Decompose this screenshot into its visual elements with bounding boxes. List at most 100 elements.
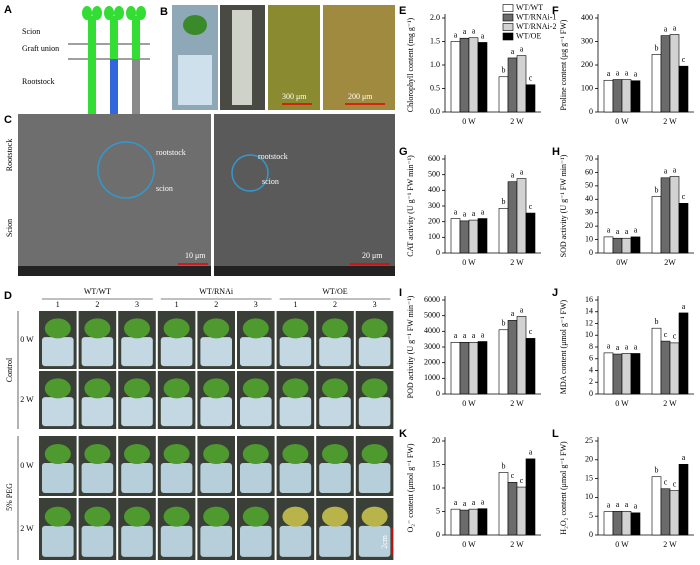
- bar: [678, 203, 689, 254]
- significance-letter: c: [673, 332, 677, 341]
- photo-jar: [121, 525, 153, 557]
- y-tick-label: 0: [436, 389, 440, 398]
- bar: [507, 57, 518, 113]
- bar: [516, 486, 527, 536]
- column-label: 2: [214, 300, 218, 309]
- y-tick-label: 14: [585, 307, 593, 316]
- y-tick-label: 0: [436, 530, 440, 539]
- significance-letter: c: [664, 330, 668, 339]
- y-tick-label: 25: [585, 436, 593, 445]
- plant: [124, 444, 150, 464]
- photo-jar: [81, 525, 114, 557]
- scale-label: 20 μm: [362, 251, 383, 260]
- photo-jar: [81, 397, 114, 427]
- treatment-label: 5% PEG: [5, 483, 14, 511]
- plant: [44, 378, 71, 399]
- y-tick-label: 8: [589, 342, 593, 351]
- significance-letter: c: [520, 476, 524, 485]
- bar: [651, 54, 662, 113]
- photo-jar: [121, 337, 153, 367]
- x-tick-label: 0 W: [462, 258, 476, 267]
- side-label: Scion: [5, 219, 14, 237]
- y-tick-label: 0.5: [430, 83, 440, 92]
- photo-jar: [121, 463, 153, 493]
- photo-jar: [200, 525, 232, 557]
- bar: [525, 84, 536, 113]
- annotation: rootstock: [156, 148, 186, 157]
- x-tick-label: 0 W: [615, 540, 629, 549]
- significance-letter: a: [673, 165, 677, 174]
- group-label: WT/WT: [84, 287, 111, 296]
- photo-jar: [279, 397, 312, 427]
- photo-jar: [160, 525, 193, 557]
- bar: [525, 212, 536, 254]
- x-tick-label: 0 W: [615, 399, 629, 408]
- bar: [630, 236, 641, 254]
- bar: [516, 55, 527, 113]
- y-tick-label: 1.0: [430, 60, 440, 69]
- bar: [507, 320, 518, 395]
- plant: [124, 318, 150, 339]
- x-tick-label: 0 W: [462, 117, 476, 126]
- y-tick-label: 3000: [424, 342, 440, 351]
- significance-letter: a: [634, 502, 638, 511]
- photo-jar: [358, 525, 391, 557]
- y-tick-label: 15: [585, 473, 593, 482]
- photo-jar: [42, 463, 74, 493]
- bar: [450, 341, 461, 395]
- bar: [525, 338, 536, 395]
- x-tick-label: 2W: [664, 258, 676, 267]
- plant: [282, 506, 309, 527]
- plant: [322, 378, 348, 399]
- y-tick-label: 4: [589, 365, 593, 374]
- photo-detail: [232, 10, 252, 105]
- column-label: 2: [95, 300, 99, 309]
- y-tick-label: 400: [581, 13, 593, 22]
- significance-letter: a: [454, 498, 458, 507]
- photo-jar: [160, 337, 193, 367]
- y-axis-label: Proline content (μg g⁻¹ FW): [559, 19, 568, 110]
- bar: [660, 340, 671, 395]
- bar: [498, 329, 509, 395]
- bar: [669, 342, 680, 395]
- significance-letter: a: [625, 342, 629, 351]
- y-tick-label: 20: [432, 436, 440, 445]
- plant: [183, 15, 207, 35]
- plant: [242, 444, 269, 464]
- plant: [163, 506, 190, 527]
- significance-letter: a: [634, 226, 638, 235]
- panel-label: I: [399, 287, 402, 299]
- scion-stem: [132, 16, 140, 59]
- significance-letter: a: [454, 207, 458, 216]
- bar: [468, 37, 479, 113]
- significance-letter: c: [511, 471, 515, 480]
- bar: [678, 65, 689, 113]
- x-tick-label: 0W: [616, 258, 628, 267]
- x-tick-label: 2 W: [663, 399, 677, 408]
- plant: [282, 444, 309, 464]
- bar: [450, 508, 461, 536]
- panel-label: J: [552, 287, 558, 299]
- y-tick-label: 0.0: [430, 107, 440, 116]
- plant: [242, 318, 269, 339]
- y-axis-label: Chlorophyll content (mg g⁻¹): [406, 17, 415, 112]
- scale-label: 10 μm: [185, 251, 206, 260]
- photo-jar: [279, 337, 312, 367]
- bar: [651, 327, 662, 395]
- panel-label: L: [552, 428, 559, 440]
- photo-jar: [358, 397, 391, 427]
- photo-jar: [42, 525, 74, 557]
- time-label: 0 W: [20, 335, 34, 344]
- significance-letter: a: [682, 302, 686, 311]
- legend-swatch: [502, 32, 514, 41]
- significance-letter: a: [634, 342, 638, 351]
- annotation: rootstock: [258, 152, 288, 161]
- y-tick-label: 5: [589, 511, 593, 520]
- y-tick-label: 12: [585, 318, 593, 327]
- plant: [203, 378, 230, 399]
- significance-letter: a: [511, 309, 515, 318]
- y-tick-label: 15: [432, 459, 440, 468]
- treatment-label: Control: [5, 357, 14, 382]
- photo-jar: [279, 525, 312, 557]
